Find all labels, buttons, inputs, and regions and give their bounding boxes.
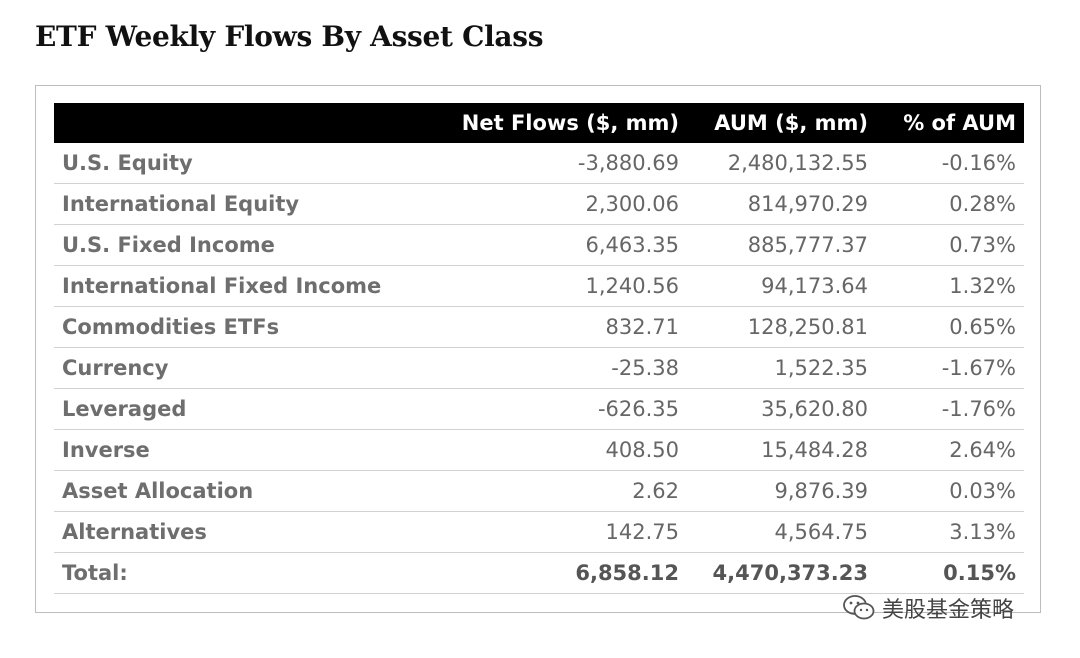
table-row: Currency -25.38 1,522.35 -1.67% — [54, 347, 1024, 389]
aum-cell: 128,250.81 — [687, 306, 876, 348]
row-label: Inverse — [54, 429, 424, 471]
net-flows-cell: -3,880.69 — [424, 143, 687, 184]
total-row-label: Total: — [54, 552, 424, 594]
aum-cell: 2,480,132.55 — [687, 143, 876, 184]
flows-table: Net Flows ($, mm) AUM ($, mm) % of AUM U… — [54, 103, 1024, 594]
header-row: Net Flows ($, mm) AUM ($, mm) % of AUM — [54, 103, 1024, 143]
pct-aum-cell: 0.03% — [876, 470, 1024, 512]
row-label: Currency — [54, 347, 424, 389]
table-row: U.S. Equity -3,880.69 2,480,132.55 -0.16% — [54, 143, 1024, 184]
row-label: International Equity — [54, 183, 424, 225]
table-row: Alternatives 142.75 4,564.75 3.13% — [54, 511, 1024, 553]
table-row: International Fixed Income 1,240.56 94,173… — [54, 265, 1024, 307]
header-cell-aum: AUM ($, mm) — [687, 103, 876, 143]
pct-aum-cell: 0.28% — [876, 183, 1024, 225]
pct-aum-cell: 3.13% — [876, 511, 1024, 553]
table-body: U.S. Equity -3,880.69 2,480,132.55 -0.16% In… — [54, 143, 1024, 594]
row-label: Commodities ETFs — [54, 306, 424, 348]
aum-cell: 94,173.64 — [687, 265, 876, 307]
table-row: International Equity 2,300.06 814,970.29 0.… — [54, 183, 1024, 225]
pct-aum-cell: 0.73% — [876, 224, 1024, 266]
row-label: Leveraged — [54, 388, 424, 430]
pct-aum-cell: -0.16% — [876, 143, 1024, 184]
page-title: ETF Weekly Flows By Asset Class — [35, 20, 544, 53]
pct-aum-cell: 2.64% — [876, 429, 1024, 471]
header-cell-label — [54, 103, 424, 143]
header-cell-pct-aum: % of AUM — [876, 103, 1024, 143]
total-pct-aum-cell: 0.15% — [876, 552, 1024, 594]
net-flows-cell: 832.71 — [424, 306, 687, 348]
aum-cell: 9,876.39 — [687, 470, 876, 512]
wechat-icon — [843, 595, 875, 620]
total-net-flows-cell: 6,858.12 — [424, 552, 687, 594]
row-label: U.S. Equity — [54, 143, 424, 184]
net-flows-cell: 1,240.56 — [424, 265, 687, 307]
net-flows-cell: 408.50 — [424, 429, 687, 471]
watermark-text: 美股基金策略 — [882, 598, 1015, 623]
aum-cell: 1,522.35 — [687, 347, 876, 389]
aum-cell: 35,620.80 — [687, 388, 876, 430]
pct-aum-cell: 0.65% — [876, 306, 1024, 348]
total-row: Total: 6,858.12 4,470,373.23 0.15% — [54, 552, 1024, 594]
aum-cell: 4,564.75 — [687, 511, 876, 553]
row-label: Alternatives — [54, 511, 424, 553]
net-flows-cell: 2,300.06 — [424, 183, 687, 225]
row-label: Asset Allocation — [54, 470, 424, 512]
table-frame: Net Flows ($, mm) AUM ($, mm) % of AUM U… — [35, 85, 1041, 613]
header-cell-net-flows: Net Flows ($, mm) — [424, 103, 687, 143]
watermark: 美股基金策略 — [842, 592, 1014, 624]
net-flows-cell: -25.38 — [424, 347, 687, 389]
table-row: Asset Allocation 2.62 9,876.39 0.03% — [54, 470, 1024, 512]
row-label: U.S. Fixed Income — [54, 224, 424, 266]
table-row: Commodities ETFs 832.71 128,250.81 0.65% — [54, 306, 1024, 348]
aum-cell: 15,484.28 — [687, 429, 876, 471]
aum-cell: 885,777.37 — [687, 224, 876, 266]
table-row: Leveraged -626.35 35,620.80 -1.76% — [54, 388, 1024, 430]
net-flows-cell: 142.75 — [424, 511, 687, 553]
net-flows-cell: 2.62 — [424, 470, 687, 512]
pct-aum-cell: -1.67% — [876, 347, 1024, 389]
table-row: U.S. Fixed Income 6,463.35 885,777.37 0.73% — [54, 224, 1024, 266]
pct-aum-cell: 1.32% — [876, 265, 1024, 307]
net-flows-cell: 6,463.35 — [424, 224, 687, 266]
table-row: Inverse 408.50 15,484.28 2.64% — [54, 429, 1024, 471]
pct-aum-cell: -1.76% — [876, 388, 1024, 430]
total-aum-cell: 4,470,373.23 — [687, 552, 876, 594]
net-flows-cell: -626.35 — [424, 388, 687, 430]
row-label: International Fixed Income — [54, 265, 424, 307]
aum-cell: 814,970.29 — [687, 183, 876, 225]
